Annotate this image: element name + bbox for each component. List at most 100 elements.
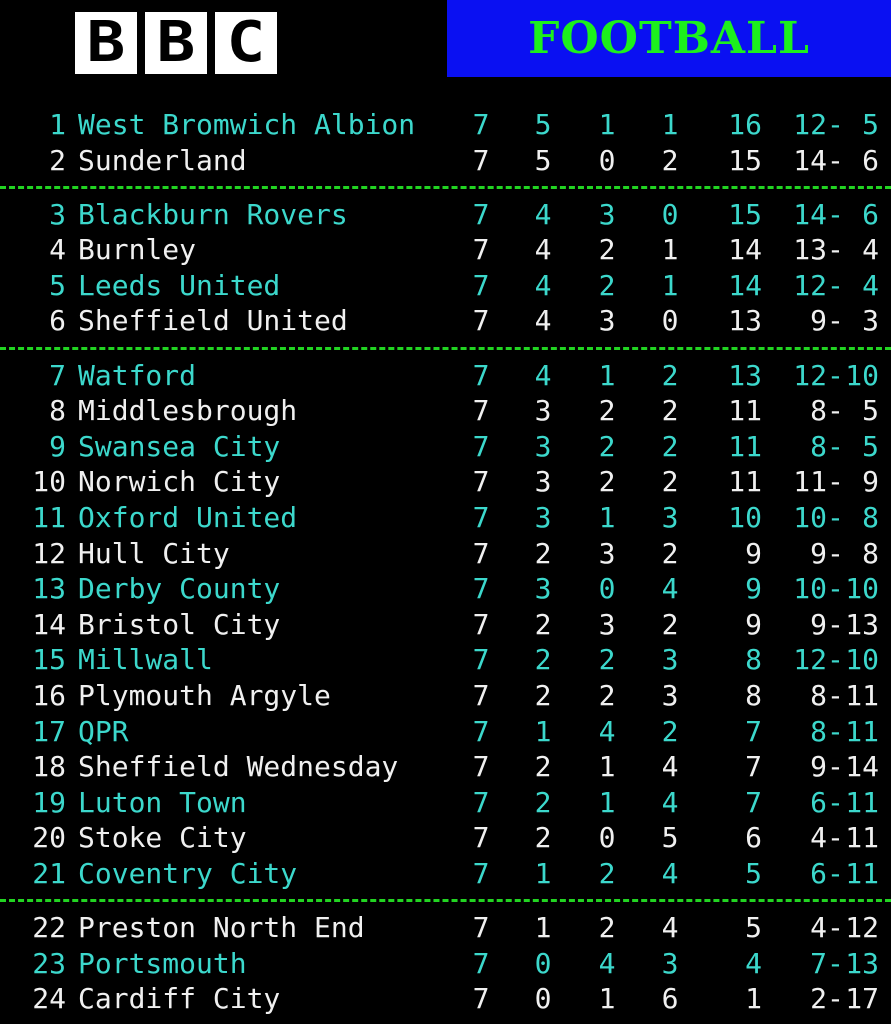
stat-w: 1 <box>534 856 552 890</box>
stat-l: 2 <box>661 714 679 748</box>
table-row: 10 Norwich City 7 3 2 2 11 11-9 <box>0 464 891 500</box>
stat-w: 0 <box>534 946 552 980</box>
page-title: FOOTBALL <box>528 13 810 64</box>
team-name: Luton Town <box>78 785 247 819</box>
goals-separator: - <box>827 108 844 141</box>
goals-for: 7 <box>810 946 827 980</box>
goals-separator: - <box>827 946 844 980</box>
stat-w: 2 <box>534 643 552 677</box>
stat-l: 4 <box>661 572 679 606</box>
goals-for: 4 <box>810 910 827 944</box>
points: 11 <box>728 429 762 463</box>
team-name: Hull City <box>78 536 230 570</box>
goals-separator: - <box>827 233 844 267</box>
stat-d: 0 <box>598 821 616 855</box>
stat-l: 1 <box>661 233 679 267</box>
stat-p: 7 <box>472 394 490 428</box>
goals-for: 12 <box>793 358 827 392</box>
goals-for: 6 <box>810 856 827 890</box>
goals-separator: - <box>827 536 844 570</box>
position: 2 <box>49 143 66 177</box>
stat-p: 7 <box>472 785 490 819</box>
goals-against: 11 <box>845 821 879 855</box>
table-row: 21 Coventry City 7 1 2 4 5 6-11 <box>0 856 891 892</box>
stat-l: 2 <box>661 465 679 499</box>
goals-against: 10 <box>845 358 879 392</box>
points: 5 <box>745 910 762 944</box>
stat-w: 1 <box>534 714 552 748</box>
stat-l: 2 <box>661 143 679 177</box>
stat-w: 3 <box>534 572 552 606</box>
stat-l: 4 <box>661 910 679 944</box>
stat-d: 3 <box>598 197 616 231</box>
team-name: Watford <box>78 358 197 392</box>
stat-w: 2 <box>534 750 552 784</box>
page-title-banner: FOOTBALL <box>447 0 891 77</box>
stat-d: 2 <box>598 233 616 267</box>
goals-against: 11 <box>845 785 879 819</box>
goals-separator: - <box>827 465 844 499</box>
goals-separator: - <box>827 856 844 890</box>
stat-w: 4 <box>534 358 552 392</box>
stat-p: 7 <box>472 233 490 267</box>
team-name: Sunderland <box>78 143 247 177</box>
team-name: Burnley <box>78 233 197 267</box>
stat-d: 3 <box>598 607 616 641</box>
goals-against: 6 <box>862 197 879 231</box>
position: 13 <box>32 572 66 606</box>
stat-p: 7 <box>472 714 490 748</box>
points: 9 <box>745 572 762 606</box>
stat-d: 1 <box>598 500 616 534</box>
position: 24 <box>32 982 66 1016</box>
position: 20 <box>32 821 66 855</box>
stat-d: 1 <box>598 785 616 819</box>
position: 16 <box>32 678 66 712</box>
goals-separator: - <box>827 572 844 606</box>
stat-w: 5 <box>534 108 552 141</box>
team-name: Sheffield Wednesday <box>78 750 399 784</box>
stat-l: 2 <box>661 358 679 392</box>
table-row: 16 Plymouth Argyle 7 2 2 3 8 8-11 <box>0 678 891 714</box>
goals-for: 13 <box>793 233 827 267</box>
position: 12 <box>32 536 66 570</box>
stat-l: 3 <box>661 678 679 712</box>
goals-for: 10 <box>793 572 827 606</box>
table-row: 17 QPR 7 1 4 2 7 8-11 <box>0 714 891 750</box>
table-row: 8 Middlesbrough 7 3 2 2 11 8-5 <box>0 393 891 429</box>
goals-for: 9 <box>810 536 827 570</box>
logo-letter: B <box>156 10 196 75</box>
goals-against: 5 <box>862 108 879 141</box>
stat-l: 6 <box>661 982 679 1016</box>
table-row: 12 Hull City 7 2 3 2 9 9-8 <box>0 536 891 572</box>
stat-p: 7 <box>472 607 490 641</box>
points: 8 <box>745 678 762 712</box>
stat-p: 7 <box>472 678 490 712</box>
stat-l: 2 <box>661 536 679 570</box>
goals-separator: - <box>827 429 844 463</box>
goals-for: 10 <box>793 500 827 534</box>
team-name: Middlesbrough <box>78 394 298 428</box>
league-table: 1 West Bromwich Albion 7 5 1 1 16 12-5 2 Sunderla… <box>0 107 891 1017</box>
goals-for: 12 <box>793 643 827 677</box>
stat-p: 7 <box>472 946 490 980</box>
stat-l: 2 <box>661 429 679 463</box>
team-name: Swansea City <box>78 429 281 463</box>
stat-d: 2 <box>598 429 616 463</box>
points: 1 <box>745 982 762 1016</box>
table-divider <box>0 178 891 197</box>
stat-d: 2 <box>598 465 616 499</box>
position: 15 <box>32 643 66 677</box>
stat-p: 7 <box>472 982 490 1016</box>
table-row: 7 Watford 7 4 1 2 13 12-10 <box>0 358 891 394</box>
table-row: 13 Derby County 7 3 0 4 9 10-10 <box>0 571 891 607</box>
table-row: 4 Burnley 7 4 2 1 14 13-4 <box>0 232 891 268</box>
goals-separator: - <box>827 304 844 338</box>
table-row: 3 Blackburn Rovers 7 4 3 0 15 14-6 <box>0 197 891 233</box>
goals-against: 8 <box>862 536 879 570</box>
stat-p: 7 <box>472 572 490 606</box>
goals-separator: - <box>827 394 844 428</box>
team-name: Portsmouth <box>78 946 247 980</box>
stat-l: 3 <box>661 946 679 980</box>
team-name: Cardiff City <box>78 982 281 1016</box>
stat-d: 1 <box>598 108 616 141</box>
